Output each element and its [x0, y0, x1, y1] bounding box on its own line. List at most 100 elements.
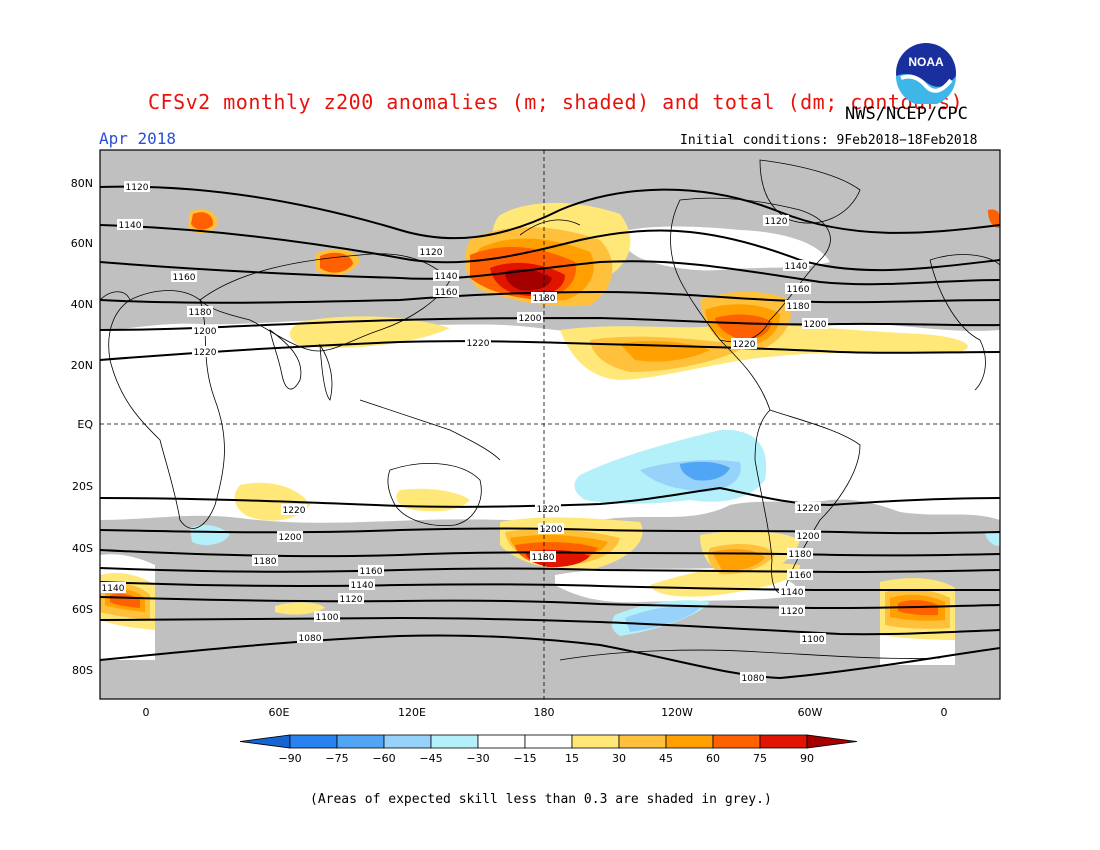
svg-text:1200: 1200: [804, 320, 827, 330]
colorbar-label: −15: [513, 752, 536, 765]
map-frame: [99, 149, 1001, 700]
svg-text:1120: 1120: [765, 217, 788, 227]
initial-conditions-label: Initial conditions: 9Feb2018−18Feb2018: [680, 133, 978, 148]
colorbar-arrow-left: [239, 734, 291, 749]
svg-text:1200: 1200: [194, 327, 217, 337]
contour-label: 1200: [192, 325, 218, 337]
colorbar-label: −30: [466, 752, 489, 765]
svg-text:1120: 1120: [126, 183, 149, 193]
svg-text:1200: 1200: [519, 314, 542, 324]
colorbar-label: 15: [565, 752, 579, 765]
colorbar-label: −60: [372, 752, 395, 765]
svg-text:1160: 1160: [435, 288, 458, 298]
contour-label: 1180: [785, 300, 811, 312]
contour-label: 1220: [795, 502, 821, 514]
colorbar-arrow-right: [806, 734, 858, 749]
svg-text:1120: 1120: [340, 595, 363, 605]
svg-text:1160: 1160: [360, 567, 383, 577]
contour-label: 1200: [277, 531, 303, 543]
contour-labels: 1120 1120 1120 1140 1140 1140 1160 1160 1160 1180…: [100, 181, 828, 684]
lat-label: 40N: [71, 298, 93, 311]
svg-text:1200: 1200: [540, 525, 563, 535]
contour-label: 1080: [740, 672, 766, 684]
contour-label: 1140: [779, 586, 805, 598]
contour-label: 1200: [538, 523, 564, 535]
latitude-labels: 80N 60N 40N 20N EQ 20S 40S 60S 80S: [71, 177, 94, 677]
svg-text:1140: 1140: [102, 584, 125, 594]
contour-label: 1160: [787, 569, 813, 581]
contour-label: 1200: [517, 312, 543, 324]
contour-label: 1160: [785, 283, 811, 295]
contour-label: 1200: [795, 530, 821, 542]
contour-label: 1100: [800, 633, 826, 645]
contour-label: 1080: [297, 632, 323, 644]
lat-label: EQ: [77, 418, 93, 431]
svg-text:1220: 1220: [283, 506, 306, 516]
svg-text:1180: 1180: [189, 308, 212, 318]
svg-text:1100: 1100: [802, 635, 825, 645]
colorbar-swatch: [477, 734, 526, 749]
svg-text:1160: 1160: [787, 285, 810, 295]
colorbar-swatch: [336, 734, 385, 749]
skill-footnote: (Areas of expected skill less than 0.3 a…: [310, 792, 772, 807]
colorbar-swatch: [383, 734, 432, 749]
svg-text:1120: 1120: [420, 248, 443, 258]
contour-label: 1120: [338, 593, 364, 605]
contour-label: 1120: [779, 605, 805, 617]
lon-label: 0: [941, 706, 948, 719]
contour-label: 1140: [117, 219, 143, 231]
svg-text:1100: 1100: [316, 613, 339, 623]
contour-label: 1180: [252, 555, 278, 567]
svg-text:1140: 1140: [351, 581, 374, 591]
contour-label: 1120: [763, 215, 789, 227]
svg-text:1140: 1140: [435, 272, 458, 282]
svg-text:1180: 1180: [789, 550, 812, 560]
grid-lines: [100, 150, 1000, 699]
colorbar-swatch: [524, 734, 573, 749]
noaa-logo-text: NOAA: [908, 55, 944, 69]
noaa-logo: NOAA: [896, 43, 956, 104]
contour-label: 1140: [100, 582, 126, 594]
contour-label: 1220: [281, 504, 307, 516]
colorbar-swatch: [571, 734, 620, 749]
contour-label: 1140: [349, 579, 375, 591]
colorbar-label: −90: [278, 752, 301, 765]
lon-label: 120E: [398, 706, 426, 719]
colorbar: −90 −75 −60 −45 −30 −15 15 30 45 60 75 90: [239, 734, 858, 765]
longitude-labels: 0 60E 120E 180 120W 60W 0: [143, 706, 948, 719]
svg-text:1140: 1140: [781, 588, 804, 598]
colorbar-label: 30: [612, 752, 626, 765]
colorbar-label: 75: [753, 752, 767, 765]
lon-label: 60W: [798, 706, 823, 719]
contour-label: 1120: [124, 181, 150, 193]
colorbar-label: 60: [706, 752, 720, 765]
map-title: CFSv2 monthly z200 anomalies (m; shaded)…: [148, 90, 964, 114]
colorbar-swatch: [665, 734, 714, 749]
colorbar-label: 45: [659, 752, 673, 765]
colorbar-label: 90: [800, 752, 814, 765]
svg-text:1160: 1160: [789, 571, 812, 581]
contour-label: 1120: [418, 246, 444, 258]
colorbar-swatch: [759, 734, 808, 749]
svg-text:1200: 1200: [279, 533, 302, 543]
svg-text:1120: 1120: [781, 607, 804, 617]
colorbar-swatch: [712, 734, 761, 749]
lat-label: 20S: [72, 480, 93, 493]
contour-label: 1160: [171, 271, 197, 283]
colorbar-swatch: [289, 734, 338, 749]
svg-text:1080: 1080: [742, 674, 765, 684]
svg-text:1220: 1220: [537, 505, 560, 515]
svg-text:1140: 1140: [119, 221, 142, 231]
lat-label: 20N: [71, 359, 93, 372]
lat-label: 80N: [71, 177, 93, 190]
svg-text:1220: 1220: [733, 340, 756, 350]
svg-text:1200: 1200: [797, 532, 820, 542]
colorbar-swatch: [618, 734, 667, 749]
contour-label: 1160: [358, 565, 384, 577]
contour-label: 1180: [187, 306, 213, 318]
lat-label: 40S: [72, 542, 93, 555]
lat-label: 80S: [72, 664, 93, 677]
contour-label: 1180: [530, 551, 556, 563]
svg-text:1220: 1220: [194, 348, 217, 358]
